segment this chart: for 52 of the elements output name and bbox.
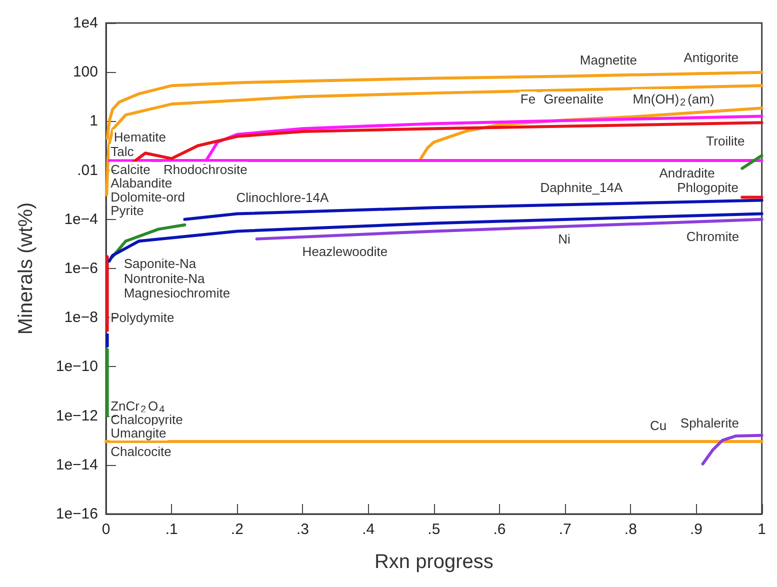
x-tick-label: .8 <box>624 521 637 538</box>
annotation: Umangite <box>110 425 166 440</box>
annotation: Clinochlore-14A <box>236 190 330 205</box>
y-tick-label: .01 <box>77 162 98 179</box>
annotation: Antigorite <box>684 50 739 65</box>
y-tick-label: 1e−12 <box>56 407 98 424</box>
annotation: Polydymite <box>110 310 174 326</box>
x-tick-label: 1 <box>758 521 766 538</box>
x-tick-label: .2 <box>230 521 244 538</box>
annotation: Nontronite-Na <box>124 270 206 286</box>
x-tick-label: .7 <box>558 521 572 538</box>
annotation: Magnetite <box>580 52 638 68</box>
annotation: Chromite <box>686 229 740 244</box>
annotation: Saponite-Na <box>124 256 197 272</box>
x-tick-label: .9 <box>690 521 703 538</box>
annotation: Ni <box>558 232 570 247</box>
annotation: Phlogopite <box>677 180 739 195</box>
x-axis-title: Rxn progress <box>374 551 494 573</box>
annotation: Alabandite <box>110 176 172 191</box>
annotation: Chalcocite <box>110 444 172 460</box>
x-tick-label: .5 <box>428 521 440 538</box>
annotation: Heazlewoodite <box>302 244 388 259</box>
y-tick-label: 1e−16 <box>56 506 98 522</box>
annotation: Fe <box>520 92 536 107</box>
annotation: Chalcopyrite <box>110 412 183 428</box>
annotation: Magnesiochromite <box>124 286 230 301</box>
x-tick-label: .4 <box>362 521 375 538</box>
y-tick-label: 1e−14 <box>56 456 98 474</box>
y-tick-label: 1e−10 <box>56 358 98 376</box>
annotation: Troilite <box>706 133 745 148</box>
x-tick-label: .1 <box>165 521 178 538</box>
x-tick-label: 0 <box>102 521 110 538</box>
annotation: Greenalite <box>544 92 604 107</box>
x-tick-label: .3 <box>296 521 310 538</box>
annotation: Rhodochrosite <box>163 162 248 177</box>
annotation: Talc <box>110 144 134 160</box>
y-tick-label: 100 <box>72 64 98 81</box>
annotation: Cu <box>650 418 667 434</box>
y-tick-label: 1 <box>90 112 98 130</box>
y-axis-title: Minerals (wt%) <box>15 202 37 335</box>
x-tick-label: .6 <box>493 521 506 538</box>
y-tick-label: 1e−6 <box>64 260 98 277</box>
annotation: Sphalerite <box>680 416 739 431</box>
annotation: Calcite <box>110 162 150 177</box>
y-tick-label: 1e−8 <box>64 309 98 326</box>
annotation: Dolomite-ord <box>110 189 186 204</box>
annotation: Andradite <box>659 165 715 180</box>
y-tick-label: 1e−4 <box>64 210 98 228</box>
annotation: Daphnite_14A <box>540 180 623 195</box>
y-tick-label: 1e4 <box>72 14 98 32</box>
annotation: Pyrite <box>110 203 144 218</box>
annotation: Hematite <box>114 129 166 144</box>
